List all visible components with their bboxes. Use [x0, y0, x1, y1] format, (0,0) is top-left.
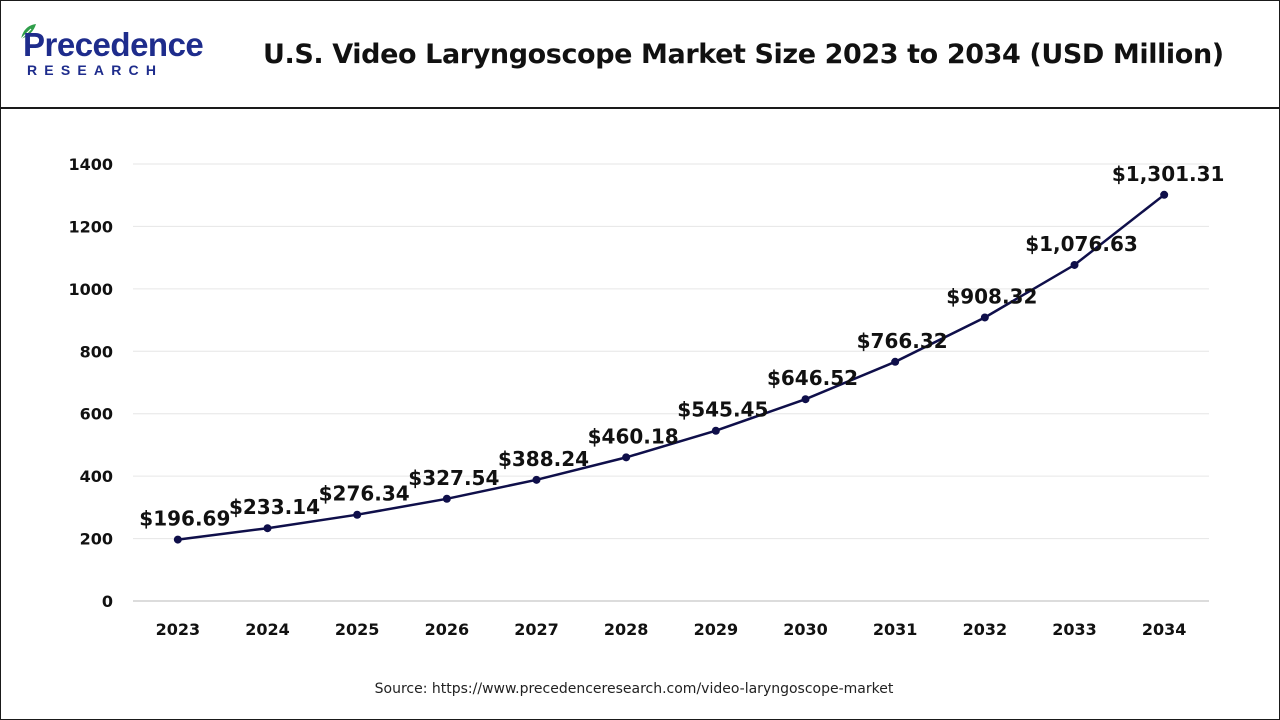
data-point — [891, 357, 900, 366]
data-label: $908.32 — [946, 284, 1037, 308]
data-label: $545.45 — [677, 398, 768, 422]
header: Precedence RESEARCH U.S. Video Laryngosc… — [1, 1, 1279, 109]
data-point — [980, 313, 989, 322]
data-label: $1,076.63 — [1025, 232, 1138, 256]
data-point — [1160, 190, 1169, 199]
data-label: $276.34 — [319, 482, 410, 506]
data-label: $388.24 — [498, 447, 589, 471]
leaf-icon — [20, 24, 36, 40]
data-point — [622, 453, 631, 462]
data-point — [263, 524, 272, 533]
data-point — [532, 475, 541, 484]
x-tick-label: 2028 — [604, 620, 649, 639]
data-label: $233.14 — [229, 495, 320, 519]
series-line — [177, 193, 1165, 541]
data-label: $327.54 — [408, 466, 499, 490]
y-tick-label: 1400 — [68, 155, 113, 174]
data-point — [173, 535, 182, 544]
y-tick-label: 400 — [80, 467, 113, 486]
data-label: $460.18 — [588, 424, 679, 448]
brand-subname: RESEARCH — [27, 62, 164, 78]
data-label: $766.32 — [857, 329, 948, 353]
x-tick-label: 2032 — [963, 620, 1008, 639]
x-tick-label: 2034 — [1142, 620, 1187, 639]
chart-title: U.S. Video Laryngoscope Market Size 2023… — [263, 39, 1224, 70]
data-point — [442, 494, 451, 503]
data-point — [1070, 260, 1079, 269]
y-tick-label: 600 — [80, 405, 113, 424]
x-tick-label: 2031 — [873, 620, 918, 639]
data-label: $1,301.31 — [1112, 162, 1225, 186]
data-point — [353, 510, 362, 519]
y-tick-label: 1000 — [68, 280, 113, 299]
brand-logo: Precedence RESEARCH — [20, 24, 223, 83]
x-tick-label: 2030 — [783, 620, 828, 639]
x-tick-label: 2023 — [156, 620, 201, 639]
x-tick-label: 2024 — [245, 620, 290, 639]
x-tick-label: 2029 — [694, 620, 739, 639]
x-tick-label: 2027 — [514, 620, 559, 639]
x-tick-label: 2025 — [335, 620, 380, 639]
x-tick-label: 2026 — [425, 620, 470, 639]
source-text: Source: https://www.precedenceresearch.c… — [374, 681, 894, 697]
x-tick-label: 2033 — [1052, 620, 1097, 639]
y-tick-label: 0 — [102, 592, 113, 611]
data-label: $646.52 — [767, 366, 858, 390]
source-note: Source: https://www.precedenceresearch.c… — [1, 681, 1267, 697]
line-chart: 0 200 400 600 800 1000 1200 1400 2023 2024 2025 20… — [68, 155, 1225, 639]
y-tick-label: 800 — [80, 342, 113, 361]
y-tick-label: 200 — [80, 530, 113, 549]
data-point — [801, 395, 810, 404]
y-tick-label: 1200 — [68, 217, 113, 236]
brand-name: Precedence — [23, 26, 204, 63]
data-point — [711, 426, 720, 435]
data-label: $196.69 — [139, 507, 230, 531]
